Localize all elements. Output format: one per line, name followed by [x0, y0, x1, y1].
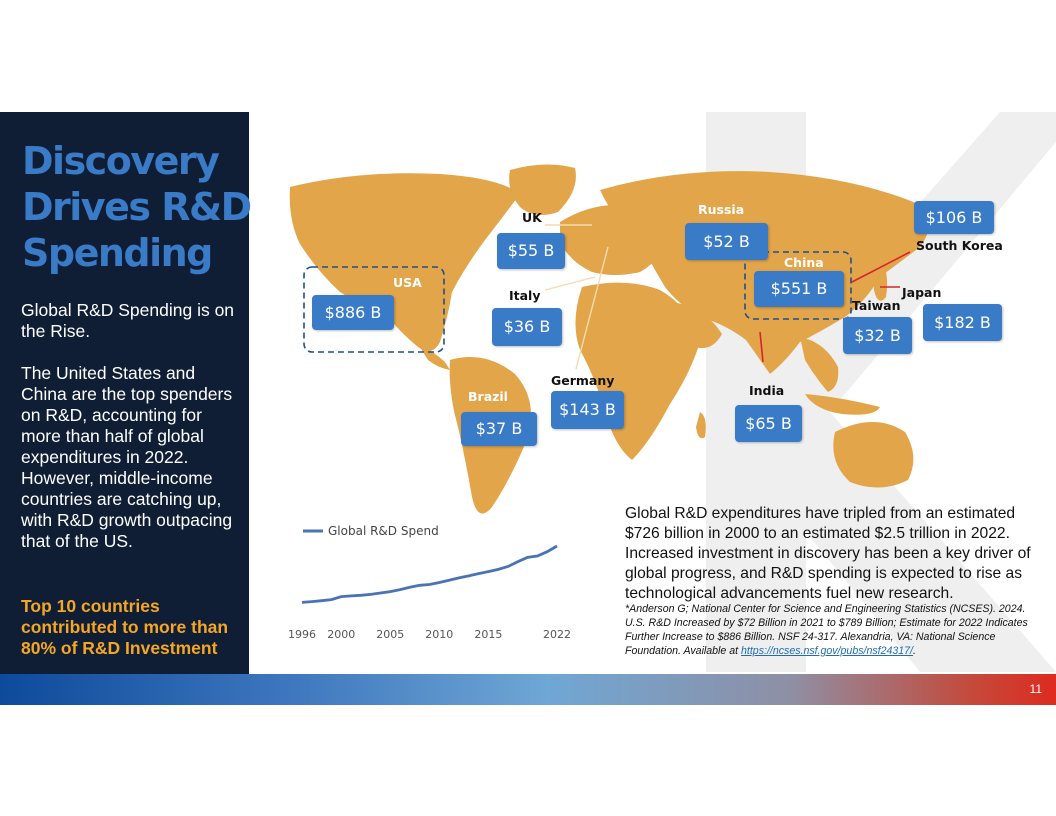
label-china: China: [784, 255, 824, 270]
label-uk: UK: [522, 210, 542, 225]
citation-end: .: [913, 645, 916, 657]
value-usa: $886 B: [312, 295, 394, 330]
india-leader-line: [759, 331, 764, 363]
italy-leader-line: [544, 276, 596, 291]
label-south-korea: South Korea: [916, 238, 1003, 253]
x-tick-label: 2022: [543, 628, 571, 641]
value-germany: $143 B: [551, 391, 624, 429]
footer-bar: 11: [0, 674, 1056, 705]
label-india: India: [749, 383, 785, 398]
detail-paragraph: The United States and China are the top …: [21, 363, 233, 551]
intro-paragraph: Global R&D Spending is on the Rise.: [21, 300, 235, 341]
label-italy: Italy: [509, 288, 541, 303]
label-russia: Russia: [698, 202, 745, 217]
label-brazil: Brazil: [468, 389, 508, 404]
label-usa: USA: [393, 275, 422, 290]
x-tick-label: 1996: [288, 628, 316, 641]
x-tick-label: 2015: [474, 628, 502, 641]
value-india: $65 B: [735, 405, 802, 442]
usa-highlight-box: [303, 266, 445, 353]
label-japan: Japan: [902, 285, 942, 300]
value-taiwan: $32 B: [843, 317, 912, 354]
label-taiwan: Taiwan: [852, 298, 901, 313]
value-uk: $55 B: [497, 233, 565, 269]
germany-leader-line: [575, 246, 609, 370]
title-line-1: Discovery: [22, 139, 220, 183]
value-brazil: $37 B: [461, 412, 537, 446]
south-korea-leader-line: [851, 251, 911, 283]
page-title: Discovery Drives R&D Spending: [22, 138, 252, 276]
citation: *Anderson G; National Center for Science…: [625, 602, 1035, 658]
legend-label: Global R&D Spend: [328, 524, 439, 538]
value-italy: $36 B: [492, 308, 562, 346]
value-japan: $182 B: [923, 304, 1002, 341]
value-south-korea: $106 B: [914, 201, 994, 234]
citation-text: *Anderson G; National Center for Science…: [625, 603, 1028, 657]
citation-link[interactable]: https://ncses.nsf.gov/pubs/nsf24317/: [741, 645, 913, 657]
title-line-2: Drives R&D: [22, 185, 252, 229]
global-rd-line-chart: Global R&D Spend 1996 2000 2005 2010 2015 202…: [288, 524, 571, 641]
label-germany: Germany: [551, 373, 615, 388]
series-global-rd-spend: [301, 544, 558, 604]
x-tick-label: 2010: [425, 628, 453, 641]
value-china: $551 B: [754, 271, 844, 307]
value-russia: $52 B: [685, 223, 768, 260]
sidebar: Discovery Drives R&D Spending Global R&D…: [0, 112, 252, 674]
x-tick-label: 2005: [376, 628, 404, 641]
title-line-3: Spending: [22, 231, 213, 275]
highlight-text: Top 10 countries contributed to more tha…: [21, 596, 229, 658]
slide: Discovery Drives R&D Spending Global R&D…: [0, 112, 1056, 705]
page-number: 11: [1029, 682, 1042, 696]
china-highlight-box: [744, 251, 852, 320]
summary-paragraph: Global R&D expenditures have tripled fro…: [625, 505, 1031, 602]
x-tick-label: 2000: [327, 628, 355, 641]
